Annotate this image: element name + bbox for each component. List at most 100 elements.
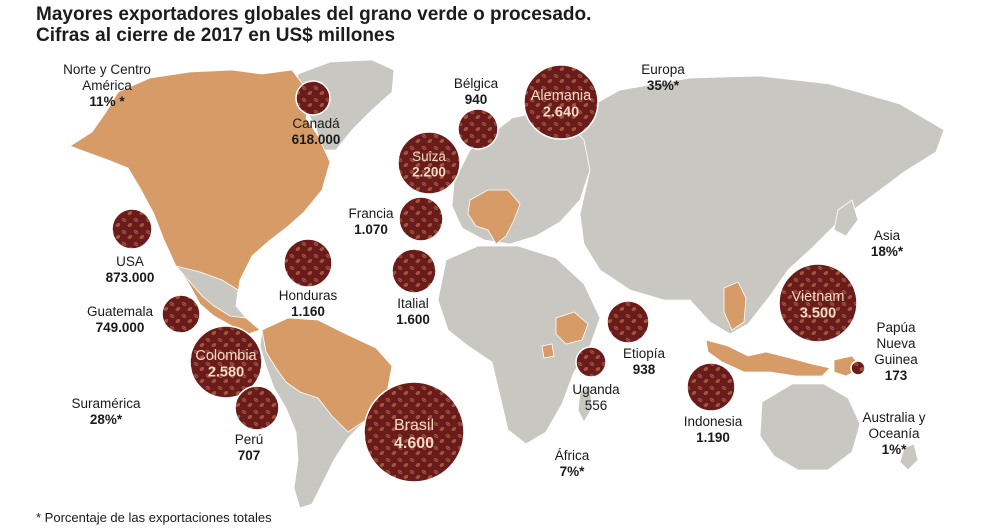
country-value: 1.600 [396,312,430,327]
asia-shape [565,75,945,335]
country-value: 749.000 [95,320,145,335]
region-name: Suramérica [71,396,141,411]
label-peru: Perú 707 [224,432,274,464]
region-name: Oceanía [868,426,920,441]
country-value: 873.000 [105,270,155,285]
bubble-colombia [189,325,263,399]
title-line-1: Mayores exportadores globales del grano … [36,4,592,25]
footnote: * Porcentaje de las exportaciones totale… [36,510,272,525]
country-value: 556 [584,398,608,413]
country-name: Nueva [876,336,916,351]
region-name: América [82,78,132,93]
label-canada: Canadá 618.000 [276,116,356,148]
chart-title: Mayores exportadores globales del grano … [36,4,591,46]
label-guatemala: Guatemala 749.000 [80,304,160,336]
country-value: 940 [464,92,488,107]
bubble-name-vietnam: Vietnam [792,289,845,305]
bubble-indonesia [686,362,736,412]
country-name: Indonesia [683,414,743,429]
region-africa: África 7%* [544,448,600,480]
country-name: Guinea [874,352,918,367]
bubble-name-colombia: Colombia [195,348,257,364]
madagascar-shape [577,385,593,423]
new-zealand-shape [899,443,919,471]
country-value: 1.160 [291,304,325,319]
bubble-name-alemania: Alemania [531,88,592,104]
country-name: Italial [397,296,429,311]
label-honduras: Honduras 1.160 [268,288,348,320]
region-australia-oceania: Australia y Oceanía 1%* [846,410,942,458]
region-asia: Asia 18%* [862,228,912,260]
bubble-value-suiza: 2.200 [412,165,446,180]
country-name: Francia [348,206,394,221]
region-percent: 11% * [89,94,125,109]
bubble-honduras [283,238,333,288]
bubble-value-brasil: 4.600 [394,435,434,452]
country-name: Canadá [292,116,340,131]
bubble-francia [398,196,444,242]
bubble-uganda [575,346,607,378]
label-papua: Papúa Nueva Guinea 173 [868,320,924,384]
region-percent: 35%* [646,78,680,93]
mexico-shape [174,265,247,319]
region-name: Norte y Centro [63,62,151,77]
japan-shape [833,199,859,237]
bubble-usa [111,208,153,250]
bubble-canada [295,80,331,116]
region-norte-centro-america: Norte y Centro América 11% * [42,62,172,110]
country-value: 1.070 [354,222,388,237]
label-indonesia: Indonesia 1.190 [676,414,750,446]
indonesia-shape [705,339,831,377]
bubble-papua [850,360,866,376]
bubble-suiza [397,131,461,195]
bubble-italia [391,248,437,294]
region-percent: 28%* [89,412,123,427]
title-line-2: Cifras al cierre de 2017 en US$ millones [36,25,396,46]
ethiopia-shape [555,311,589,345]
bubble-name-brasil: Brasil [394,417,434,434]
region-percent: 7%* [559,464,585,479]
label-usa: USA 873.000 [90,254,170,286]
bubble-name-suiza: Suiza [412,149,446,164]
region-percent: 1%* [881,442,907,457]
bubble-vietnam [778,263,858,343]
country-name: Etiopía [622,346,666,361]
bubble-etiopia [606,300,650,344]
bubble-peru [234,385,280,431]
vietnam-shape [723,281,747,331]
region-europa: Europa 35%* [628,62,698,94]
bubble-belgica [457,108,499,150]
bubble-value-colombia: 2.580 [208,365,244,381]
label-francia: Francia 1.070 [340,206,402,238]
australia-shape [759,383,861,471]
region-name: Australia y [862,410,926,425]
country-name: Guatemala [86,304,154,319]
bubble-alemania [523,64,599,140]
region-percent: 18%* [870,244,904,259]
uganda-shape [541,343,555,359]
country-name: Uganda [572,382,620,397]
label-uganda: Uganda 556 [566,382,626,414]
country-value: 173 [884,368,908,383]
south-america-producers-shape [261,317,393,433]
country-value: 707 [237,448,261,463]
africa-shape [437,245,601,445]
region-name: África [554,448,590,463]
country-value: 618.000 [291,132,341,147]
label-italia: Italial 1.600 [382,296,444,328]
country-name: USA [116,254,144,269]
country-name: Bélgica [453,76,499,91]
country-name: Perú [234,432,264,447]
bubble-guatemala [161,294,201,334]
country-value: 1.190 [696,430,730,445]
region-name: Europa [641,62,685,77]
label-belgica: Bélgica 940 [446,76,506,108]
label-etiopia: Etiopía 938 [612,346,676,378]
bubble-value-vietnam: 3.500 [800,306,836,322]
bubble-value-alemania: 2.640 [543,105,579,121]
region-name: Asia [873,228,901,243]
europe-producers-shape [467,189,521,245]
